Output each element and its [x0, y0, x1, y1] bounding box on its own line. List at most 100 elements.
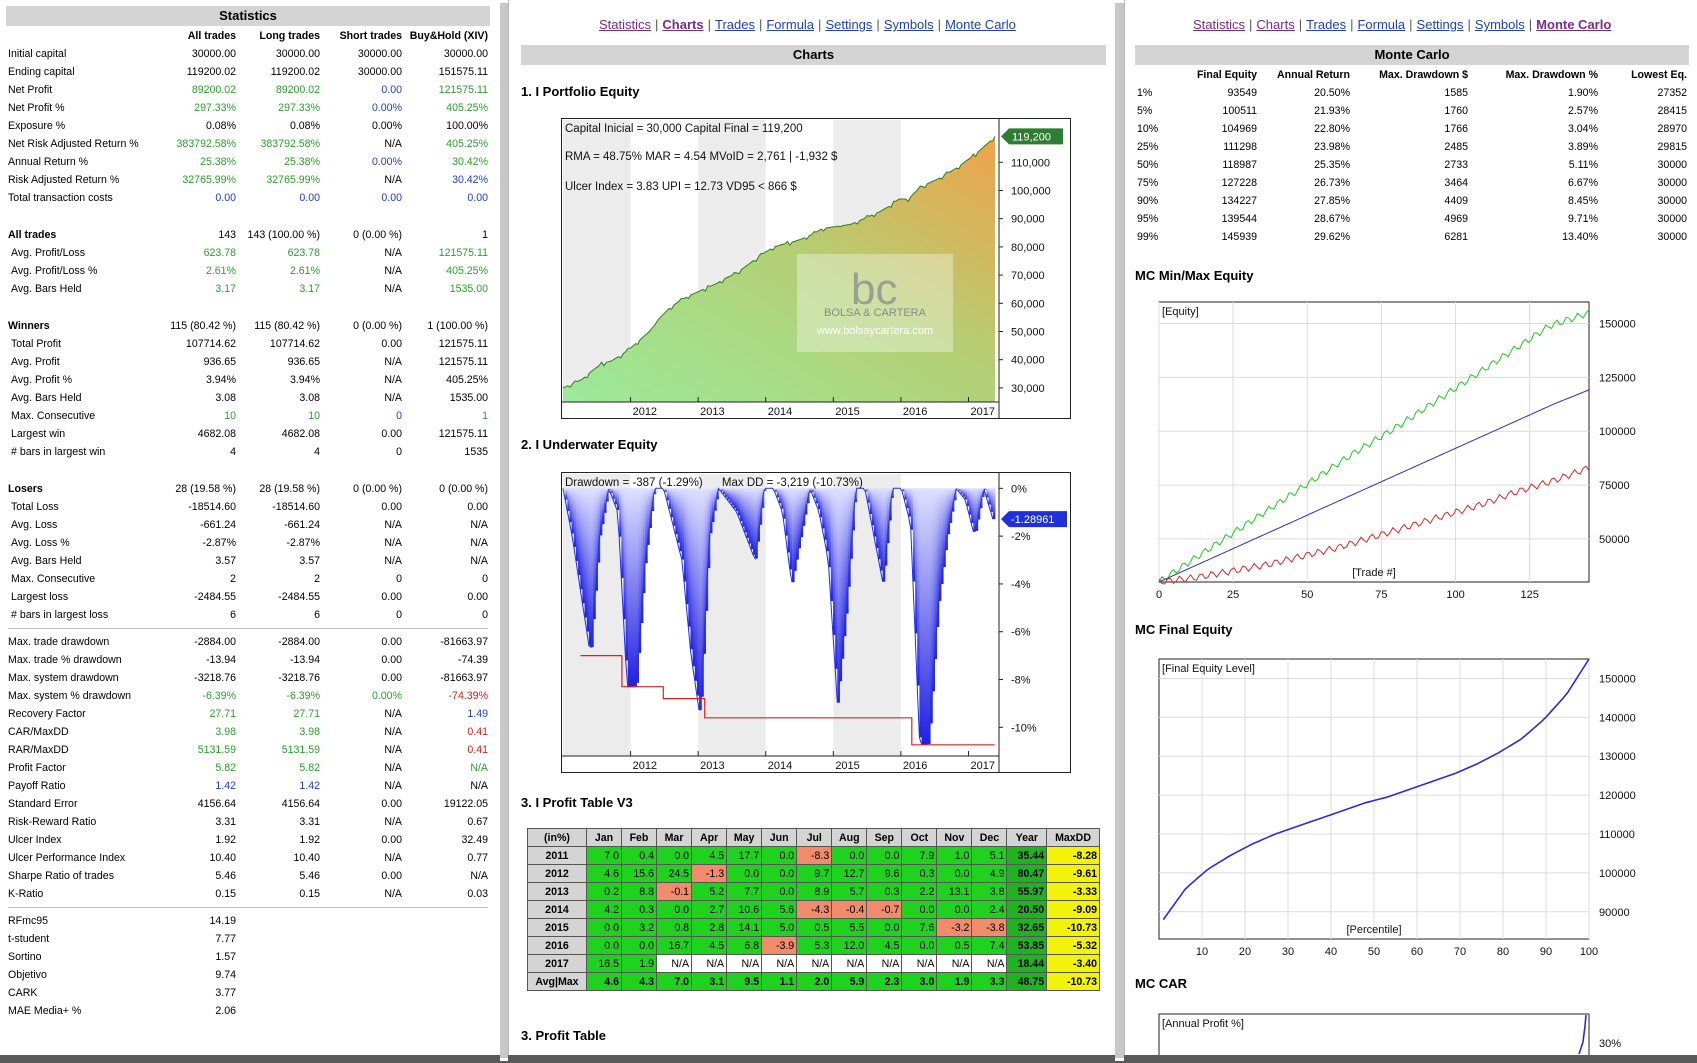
stats-row: Net Risk Adjusted Return % 383792.58% 3837…: [8, 135, 488, 153]
nav-separator: |: [1528, 17, 1533, 32]
profit-year-total: 32.65: [1006, 918, 1048, 937]
nav-separator: |: [707, 17, 711, 32]
stats-cell: 0.00: [381, 654, 402, 666]
stats-cell: 27.71: [209, 708, 236, 720]
profit-cell: N/A: [796, 954, 833, 973]
mc-cell: 8.45%: [1567, 195, 1598, 207]
drawdown-bar: [638, 488, 642, 653]
chart-x-label: [Trade #]: [1352, 567, 1396, 579]
nav-link-settings[interactable]: Settings: [1416, 17, 1464, 32]
stats-cell: 30000.00: [191, 48, 236, 60]
stats-row-label: Max. Consecutive: [11, 573, 96, 585]
y-tick-label: 120000: [1599, 790, 1636, 802]
stats-cell: -2884.00: [278, 636, 320, 648]
stats-cell: -3218.76: [278, 672, 320, 684]
drawdown-bar: [707, 488, 711, 568]
nav-link-statistics[interactable]: Statistics: [1193, 17, 1246, 32]
drawdown-bar: [684, 488, 687, 582]
profit-cell: N/A: [761, 954, 798, 973]
drawdown-bar: [962, 488, 966, 497]
nav-link-charts[interactable]: Charts: [662, 17, 704, 32]
profit-cell: -8.3: [796, 846, 833, 865]
mc-col-header: Max. Drawdown %: [1505, 69, 1598, 81]
stats-cell: 297.33%: [278, 102, 320, 114]
drawdown-bar: [619, 488, 622, 537]
stats-cell: N/A: [470, 537, 488, 549]
drawdown-bar: [977, 488, 981, 520]
nav-link-statistics[interactable]: Statistics: [599, 17, 652, 32]
drawdown-bar: [694, 488, 698, 681]
profit-avg-cell: 3.0: [901, 972, 938, 991]
drawdown-bar: [731, 488, 735, 506]
profit-year-total: 53.85: [1006, 936, 1048, 955]
stats-cell: 3.31: [299, 816, 320, 828]
nav-link-trades[interactable]: Trades: [714, 17, 755, 32]
stats-cell: 405.25%: [446, 265, 488, 277]
stats-cell: N/A: [384, 374, 402, 386]
mc-col-header: Max. Drawdown $: [1379, 69, 1468, 81]
stats-cell: 10: [308, 410, 320, 422]
stats-row-label: Sharpe Ratio of trades: [8, 870, 114, 882]
chart-x-label: [Percentile]: [1346, 924, 1401, 936]
watermark-box: [797, 254, 953, 352]
stats-cell: N/A: [384, 762, 402, 774]
profit-maxdd: -9.09: [1046, 900, 1100, 919]
stats-row: Avg. Profit % 3.94% 3.94% N/A 405.25%: [8, 371, 488, 389]
y-tick-label: 150000: [1599, 673, 1636, 685]
stats-cell: 0.00: [467, 591, 488, 603]
stats-cell: [236, 1002, 320, 1020]
drawdown-bar: [621, 488, 624, 578]
profit-avg-cell: 1.9: [936, 972, 973, 991]
nav-link-symbols[interactable]: Symbols: [883, 17, 934, 32]
y-tick-label: 150000: [1599, 319, 1636, 331]
profit-cell: 0.0: [866, 846, 903, 865]
nav-link-charts[interactable]: Charts: [1256, 17, 1295, 32]
stats-cell: 0 (0.00 %): [353, 320, 402, 332]
nav-link-formula[interactable]: Formula: [766, 17, 815, 32]
drawdown-bar: [671, 488, 674, 518]
nav-link-monte-carlo[interactable]: Monte Carlo: [945, 17, 1016, 32]
drawdown-bar: [776, 488, 780, 498]
profit-cell: 4.2: [585, 900, 622, 919]
x-tick-label: 2016: [903, 406, 927, 418]
nav-link-symbols[interactable]: Symbols: [1474, 17, 1525, 32]
mc-cell: 2733: [1444, 159, 1468, 171]
section-profit-table: 3. I Profit Table V3: [521, 795, 633, 810]
stats-cell: 0.00%: [371, 156, 402, 168]
x-tick-label: 90: [1540, 946, 1552, 957]
nav-separator: |: [655, 17, 659, 32]
nav-link-formula[interactable]: Formula: [1357, 17, 1406, 32]
nav-link-settings[interactable]: Settings: [825, 17, 873, 32]
nav-link-trades[interactable]: Trades: [1306, 17, 1347, 32]
stats-row: Losers 28 (19.58 %) 28 (19.58 %) 0 (0.00 %)…: [8, 480, 488, 498]
drawdown-bar: [703, 488, 706, 654]
drawdown-bar: [617, 488, 620, 510]
profit-cell: N/A: [971, 954, 1008, 973]
profit-cell: 12.7: [831, 864, 868, 883]
stats-row-label: Sortino: [8, 951, 42, 963]
nav-link-monte-carlo[interactable]: Monte Carlo: [1536, 17, 1612, 32]
stats-cell: 2: [314, 573, 320, 585]
y-tick-label: 75000: [1599, 480, 1630, 492]
y-tick-label: 30,000: [1011, 383, 1045, 395]
drawdown-bar: [992, 488, 996, 520]
stats-row: Largest loss -2484.55 -2484.55 0.00 0.00: [8, 588, 488, 606]
stats-cell: [320, 930, 402, 948]
drawdown-bar: [794, 488, 797, 571]
drawdown-bar: [956, 488, 959, 489]
drawdown-bar: [681, 488, 685, 560]
stats-cell: 1: [482, 229, 488, 241]
profit-cell: 5.6: [761, 900, 798, 919]
stats-cell: 32.49: [461, 834, 488, 846]
stats-row: Avg. Loss % -2.87% -2.87% N/A N/A: [8, 534, 488, 552]
profit-cell: 3.8: [971, 882, 1008, 901]
drawdown-bar: [850, 488, 853, 559]
stats-row-label: Standard Error: [8, 798, 78, 810]
x-tick-label: 2013: [700, 760, 724, 772]
drawdown-bar: [599, 488, 603, 536]
stats-cell: 6: [230, 609, 236, 621]
report-nav: Statistics | Charts | Trades | Formula | Setting…: [599, 17, 1016, 32]
drawdown-bar: [936, 488, 940, 627]
stats-row: Largest win 4682.08 4682.08 0.00 121575.11: [8, 425, 488, 443]
stats-cell: 143 (100.00 %): [247, 229, 320, 241]
